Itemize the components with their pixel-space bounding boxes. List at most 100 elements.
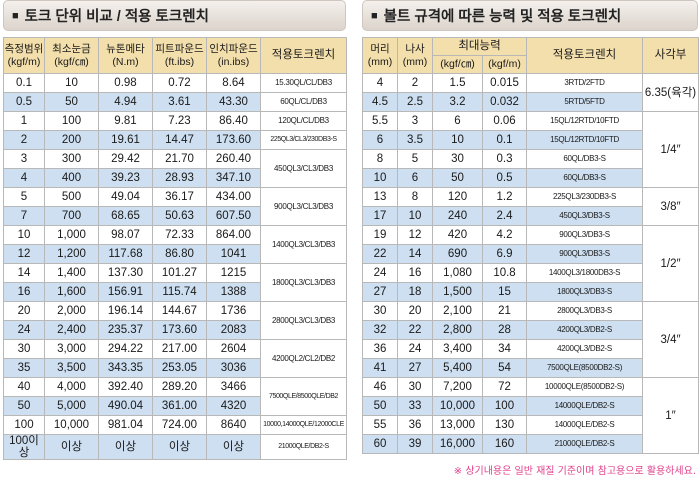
table-cell: 4 (362, 73, 398, 93)
square-drive-cell: 1/2″ (642, 225, 700, 302)
wrench-cell: 900QL3/DB3-S (526, 225, 644, 245)
table-cell: 6 (397, 168, 433, 188)
table-cell: 49.04 (98, 187, 153, 207)
table-cell: 2,100 (432, 301, 483, 321)
wrench-cell: 4200QL3/DB2-S (526, 320, 644, 340)
table-cell: 0.3 (481, 149, 528, 169)
right-header-row-2: (kgf/㎝) (kgf/m) (363, 55, 699, 74)
table-row: 10 6 50 0.5 60QL/DB3-S (362, 168, 699, 188)
table-cell: 20 (397, 301, 433, 321)
table-cell: 4 (3, 168, 45, 188)
table-cell: 2,400 (44, 320, 99, 340)
table-cell: 7.23 (152, 111, 207, 131)
table-cell: 21 (481, 301, 528, 321)
table-cell: 13 (362, 187, 398, 207)
table-cell: 28.93 (152, 168, 207, 188)
wrench-cell: 120QL/CL/DB3 (260, 111, 347, 131)
table-row: 17 10 240 2.4 450QL3/DB3-S (362, 206, 699, 226)
table-cell: 8.64 (206, 73, 261, 93)
table-cell: 253.05 (152, 358, 207, 378)
table-cell: 7 (3, 206, 45, 226)
wrench-cell: 450QL3/CL3/DB3 (260, 149, 347, 188)
table-row: 14 1,400 137.30 101.27 1215 1800QL3/CL3/DB3 (3, 263, 347, 302)
wrench-cell: 450QL3/DB3-S (526, 206, 644, 226)
table-cell: 500 (44, 187, 99, 207)
bullet-square-icon: ■ (371, 9, 378, 22)
table-cell: 1388 (206, 282, 261, 302)
table-cell: 50 (44, 92, 99, 112)
table-row: 8 5 30 0.3 60QL/DB3-S (362, 149, 699, 169)
square-drive-cell: 6.35(육각) (642, 73, 700, 112)
table-cell: 14.47 (152, 130, 207, 150)
bolt-spec-table: 머리 (mm) 나사 (mm) 최대능력 적용토크렌치 사각부 (kgf/㎝) (k… (362, 37, 700, 454)
table-cell: 27 (397, 358, 433, 378)
wrench-cell: 225QL3/CL3/230DB3-S (260, 130, 347, 150)
table-row: 100이상 이상 이상 이상 이상 21000QLE/DB2-S (3, 434, 347, 460)
table-cell: 24 (362, 263, 398, 283)
wrench-cell: 15QL/12RTD/10FTD (526, 130, 644, 150)
table-cell: 14 (397, 244, 433, 264)
table-cell: 4.5 (362, 92, 398, 112)
table-cell: 0.5 (3, 92, 45, 112)
table-cell: 1,080 (432, 263, 483, 283)
table-cell: 10.8 (481, 263, 528, 283)
left-title-bar: ■ 토크 단위 비교 / 적용 토크렌치 (3, 0, 346, 31)
table-row: 32 22 2,800 28 4200QL3/DB2-S (362, 320, 699, 340)
table-cell: 60 (362, 434, 398, 454)
header-foot-pound: 피트파운드 (ft.ibs) (152, 37, 207, 74)
table-cell: 1,500 (432, 282, 483, 302)
wrench-cell: 60QL/DB3-S (526, 149, 644, 169)
wrench-cell: 10000QLE(8500DB2-S) (526, 377, 644, 397)
table-cell: 1215 (206, 263, 261, 283)
table-cell: 156.91 (98, 282, 153, 302)
table-cell: 690 (432, 244, 483, 264)
table-cell: 2604 (206, 339, 261, 359)
table-cell: 19.61 (98, 130, 153, 150)
wrench-cell: 15QL/12RTD/10FTD (526, 111, 644, 131)
table-cell: 20 (3, 301, 45, 321)
table-cell: 5.5 (362, 111, 398, 131)
header-kgf-cm: (kgf/㎝) (432, 55, 483, 74)
table-row: 100 10,000 981.04 724.00 8640 10000,14000QLE/… (3, 415, 347, 435)
table-cell: 36 (397, 415, 433, 435)
table-cell: 10 (362, 168, 398, 188)
header-range: 측정범위 (kgf/m) (3, 37, 45, 74)
table-cell: 240 (432, 206, 483, 226)
table-cell: 13,000 (432, 415, 483, 435)
square-drive-cell: 3/4″ (642, 301, 700, 378)
table-cell: 981.04 (98, 415, 153, 435)
table-cell: 0.06 (481, 111, 528, 131)
table-cell: 10 (3, 225, 45, 245)
wrench-cell: 900QL3/DB3-S (526, 244, 644, 264)
table-row: 55 36 13,000 130 14000QLE/DB2-S (362, 415, 699, 435)
table-cell: 39 (397, 434, 433, 454)
table-cell: 2 (3, 130, 45, 150)
table-cell: 289.20 (152, 377, 207, 397)
table-cell: 21.70 (152, 149, 207, 169)
table-cell: 28 (481, 320, 528, 340)
wrench-cell: 21000QLE/DB2-S (260, 434, 347, 460)
table-cell: 10 (44, 73, 99, 93)
table-cell: 1,000 (44, 225, 99, 245)
table-cell: 27 (362, 282, 398, 302)
table-row: 30 3,000 294.22 217.00 2604 4200QL2/CL2/DB2 (3, 339, 347, 378)
table-cell: 700 (44, 206, 99, 226)
table-cell: 6 (432, 111, 483, 131)
table-cell: 3 (397, 111, 433, 131)
table-cell: 130 (481, 415, 528, 435)
table-cell: 68.65 (98, 206, 153, 226)
table-cell: 0.1 (481, 130, 528, 150)
header-wrench: 적용토크렌치 (526, 37, 644, 74)
table-cell: 86.40 (206, 111, 261, 131)
table-cell: 100 (3, 415, 45, 435)
table-cell: 9.81 (98, 111, 153, 131)
table-cell: 260.40 (206, 149, 261, 169)
table-cell: 14 (3, 263, 45, 283)
table-cell: 72 (481, 377, 528, 397)
table-cell: 0.72 (152, 73, 207, 93)
table-cell: 144.67 (152, 301, 207, 321)
table-cell: 101.27 (152, 263, 207, 283)
table-cell: 115.74 (152, 282, 207, 302)
table-cell: 3.2 (432, 92, 483, 112)
table-cell: 43.30 (206, 92, 261, 112)
